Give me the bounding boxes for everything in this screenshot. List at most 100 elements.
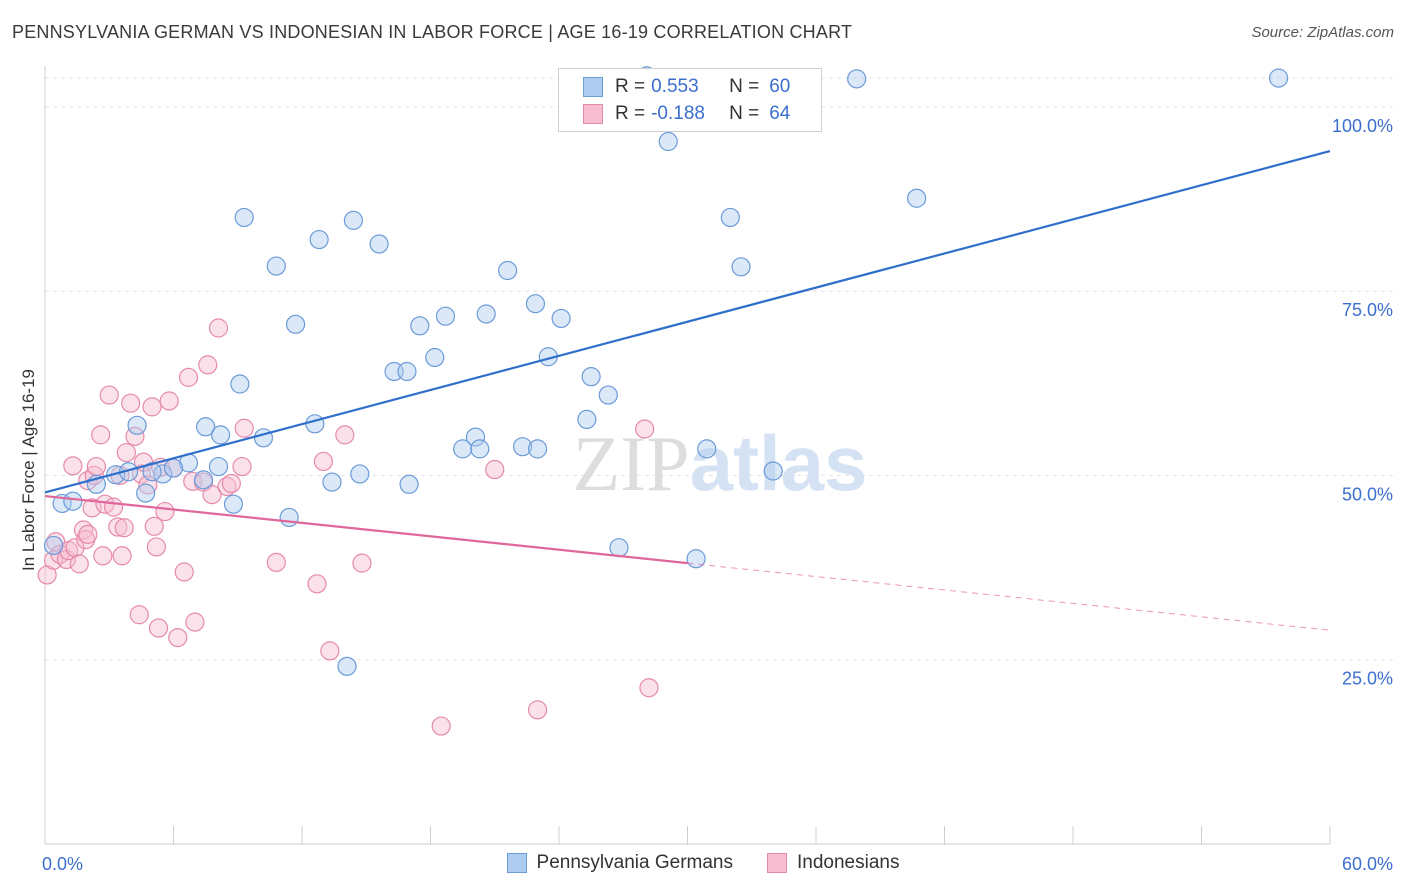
data-point-pennsylvania-germans xyxy=(512,437,533,457)
data-point-pennsylvania-germans xyxy=(343,210,363,230)
data-point-indonesians xyxy=(208,318,229,338)
data-point-pennsylvania-germans xyxy=(907,188,927,208)
x-tick-label: 60.0% xyxy=(1342,854,1393,874)
legend-swatch-blue xyxy=(583,77,603,97)
data-point-indonesians xyxy=(266,552,286,573)
data-point-pennsylvania-germans xyxy=(322,472,342,492)
data-point-indonesians xyxy=(639,678,659,698)
source-label: Source: ZipAtlas.com xyxy=(1251,24,1394,41)
legend-n-label: N = xyxy=(729,103,760,124)
data-point-pennsylvania-germans xyxy=(763,461,783,481)
data-point-pennsylvania-germans xyxy=(266,256,286,276)
data-point-pennsylvania-germans xyxy=(136,483,156,503)
legend-r-value: 0.553 xyxy=(651,76,699,97)
data-point-pennsylvania-germans xyxy=(453,439,473,459)
data-point-pennsylvania-germans xyxy=(498,260,518,281)
legend-r-label: R = xyxy=(615,76,646,97)
data-point-pennsylvania-germans xyxy=(369,234,389,254)
data-point-indonesians xyxy=(155,501,175,522)
data-point-indonesians xyxy=(635,419,655,439)
gridlines xyxy=(45,77,1395,661)
data-point-indonesians xyxy=(335,425,355,445)
data-point-indonesians xyxy=(142,397,162,417)
y-tick-label: 50.0% xyxy=(1342,484,1393,504)
data-point-pennsylvania-germans xyxy=(476,304,496,324)
y-axis-label: In Labor Force | Age 16-19 xyxy=(19,369,38,571)
data-point-indonesians xyxy=(148,618,169,638)
trend-lines xyxy=(44,150,1331,631)
data-point-pennsylvania-germans xyxy=(577,409,597,430)
data-point-pennsylvania-germans xyxy=(397,361,417,382)
data-point-pennsylvania-germans xyxy=(350,464,370,484)
data-point-indonesians xyxy=(93,546,113,566)
data-point-pennsylvania-germans xyxy=(208,456,229,477)
watermark-atlas: atlas xyxy=(690,419,868,507)
y-tick-label: 75.0% xyxy=(1342,300,1393,320)
trend-line-indonesians xyxy=(44,494,688,565)
correlation-legend: R = 0.553 N = 60 R = -0.188 N = 64 xyxy=(558,68,822,132)
indonesians-points xyxy=(37,318,659,736)
data-point-indonesians xyxy=(232,456,252,477)
y-tick-label: 25.0% xyxy=(1342,669,1393,689)
data-point-indonesians xyxy=(431,716,451,736)
data-point-pennsylvania-germans xyxy=(285,314,306,334)
data-point-indonesians xyxy=(198,355,218,375)
data-point-indonesians xyxy=(103,497,124,517)
data-point-pennsylvania-germans xyxy=(465,427,486,447)
data-point-pennsylvania-germans xyxy=(525,294,546,314)
data-point-indonesians xyxy=(146,537,166,557)
data-point-indonesians xyxy=(63,456,83,476)
data-point-pennsylvania-germans xyxy=(731,257,751,277)
data-point-indonesians xyxy=(202,484,222,505)
data-point-indonesians xyxy=(121,393,141,413)
data-point-indonesians xyxy=(320,641,340,661)
legend-row-indonesians: R = -0.188 N = 64 xyxy=(583,101,790,127)
series-legend: Pennsylvania Germans Indonesians xyxy=(0,852,1406,874)
legend-row-pennsylvania-germans: R = 0.553 N = 60 xyxy=(583,74,790,100)
data-point-indonesians xyxy=(69,554,89,574)
data-point-pennsylvania-germans xyxy=(598,385,618,405)
data-point-indonesians xyxy=(185,612,205,632)
pennsylvania-germans-points xyxy=(43,66,1289,676)
data-point-indonesians xyxy=(129,605,149,625)
y-tick-label: 100.0% xyxy=(1332,116,1393,136)
data-point-pennsylvania-germans xyxy=(234,207,254,228)
trend-line-pennsylvania-germans xyxy=(44,150,1331,494)
data-point-pennsylvania-germans xyxy=(697,439,717,459)
data-point-pennsylvania-germans xyxy=(305,414,325,434)
data-point-pennsylvania-germans xyxy=(196,417,216,437)
series-legend-item-indonesians: Indonesians xyxy=(766,852,899,874)
data-point-pennsylvania-germans xyxy=(581,367,601,387)
data-point-pennsylvania-germans xyxy=(127,415,147,435)
data-point-indonesians xyxy=(114,518,134,538)
data-point-pennsylvania-germans xyxy=(847,69,867,89)
legend-r-value: -0.188 xyxy=(651,103,705,124)
data-point-pennsylvania-germans xyxy=(470,439,490,459)
data-point-pennsylvania-germans xyxy=(63,491,83,511)
data-point-indonesians xyxy=(116,442,136,463)
data-point-indonesians xyxy=(78,524,98,545)
data-point-indonesians xyxy=(178,367,199,387)
data-point-indonesians xyxy=(307,574,327,594)
data-point-pennsylvania-germans xyxy=(43,535,64,556)
data-point-pennsylvania-germans xyxy=(337,656,357,676)
legend-n-label: N = xyxy=(729,76,760,97)
data-point-pennsylvania-germans xyxy=(309,229,329,250)
data-point-pennsylvania-germans xyxy=(211,425,231,445)
data-point-indonesians xyxy=(527,700,548,720)
data-point-indonesians xyxy=(144,516,164,536)
data-point-pennsylvania-germans xyxy=(527,439,548,459)
legend-n-value: 60 xyxy=(769,76,791,97)
data-point-indonesians xyxy=(91,425,111,445)
data-point-indonesians xyxy=(159,391,179,411)
data-point-indonesians xyxy=(112,546,132,566)
series-swatch-blue xyxy=(506,853,527,873)
data-point-indonesians xyxy=(221,473,241,494)
data-point-pennsylvania-germans xyxy=(279,507,299,528)
data-point-pennsylvania-germans xyxy=(410,316,430,336)
data-point-indonesians xyxy=(65,538,85,558)
data-point-indonesians xyxy=(313,451,334,472)
watermark: ZIPatlas xyxy=(573,419,868,507)
axes xyxy=(44,66,1331,845)
data-point-indonesians xyxy=(234,418,254,438)
